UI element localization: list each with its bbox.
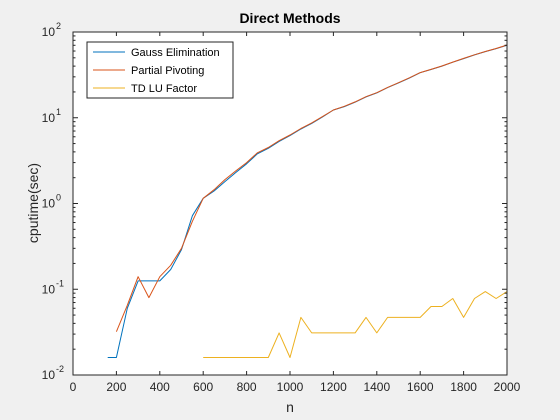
axes-box [72,31,508,376]
series-line-2 [203,291,508,358]
series-line-1 [115,44,508,332]
y-tick-label: 10 [42,368,56,382]
y-tick-exponent: -2 [56,364,64,374]
legend-label: TD LU Factor [131,83,197,95]
y-tick-base: 10 [42,111,56,125]
y-tick-label: 10 [42,197,56,211]
y-tick-label: 10 [42,25,56,39]
x-tick-label: 2000 [494,380,521,394]
x-tick-label: 1800 [450,380,477,394]
x-tick-label: 1200 [320,380,347,394]
legend: Gauss Elimination Partial Pivoting TD LU F… [86,41,234,99]
y-tick-base: 10 [42,282,56,296]
x-axis-label: n [286,399,294,415]
y-tick-base: 10 [42,197,56,211]
legend-label: Gauss Elimination [131,47,220,59]
y-tick-exponent: 1 [56,107,61,117]
x-tick-label: 1400 [363,380,390,394]
y-tick-base: 10 [42,25,56,39]
y-tick-base: 10 [42,368,56,382]
y-axis-label: cputime(sec) [25,163,41,243]
series-layer [107,44,508,358]
x-tick-label: 600 [193,380,213,394]
x-tick-label: 400 [150,380,170,394]
y-tick-label: 10 [42,111,56,125]
chart-title: Direct Methods [239,10,340,26]
x-tick-label: 0 [70,380,77,394]
y-tick-exponent: -1 [56,278,64,288]
x-tick-label: 200 [106,380,126,394]
x-tick-label: 800 [237,380,257,394]
legend-label: Partial Pivoting [131,65,204,77]
y-tick-exponent: 0 [56,193,61,203]
y-tick-exponent: 2 [56,21,61,31]
ticks-layer: 0 200 400 600 800 1000 1200 1400 1600 1800 200010-… [42,21,521,394]
x-tick-label: 1600 [407,380,434,394]
y-tick-label: 10 [42,282,56,296]
x-tick-label: 1000 [277,380,304,394]
